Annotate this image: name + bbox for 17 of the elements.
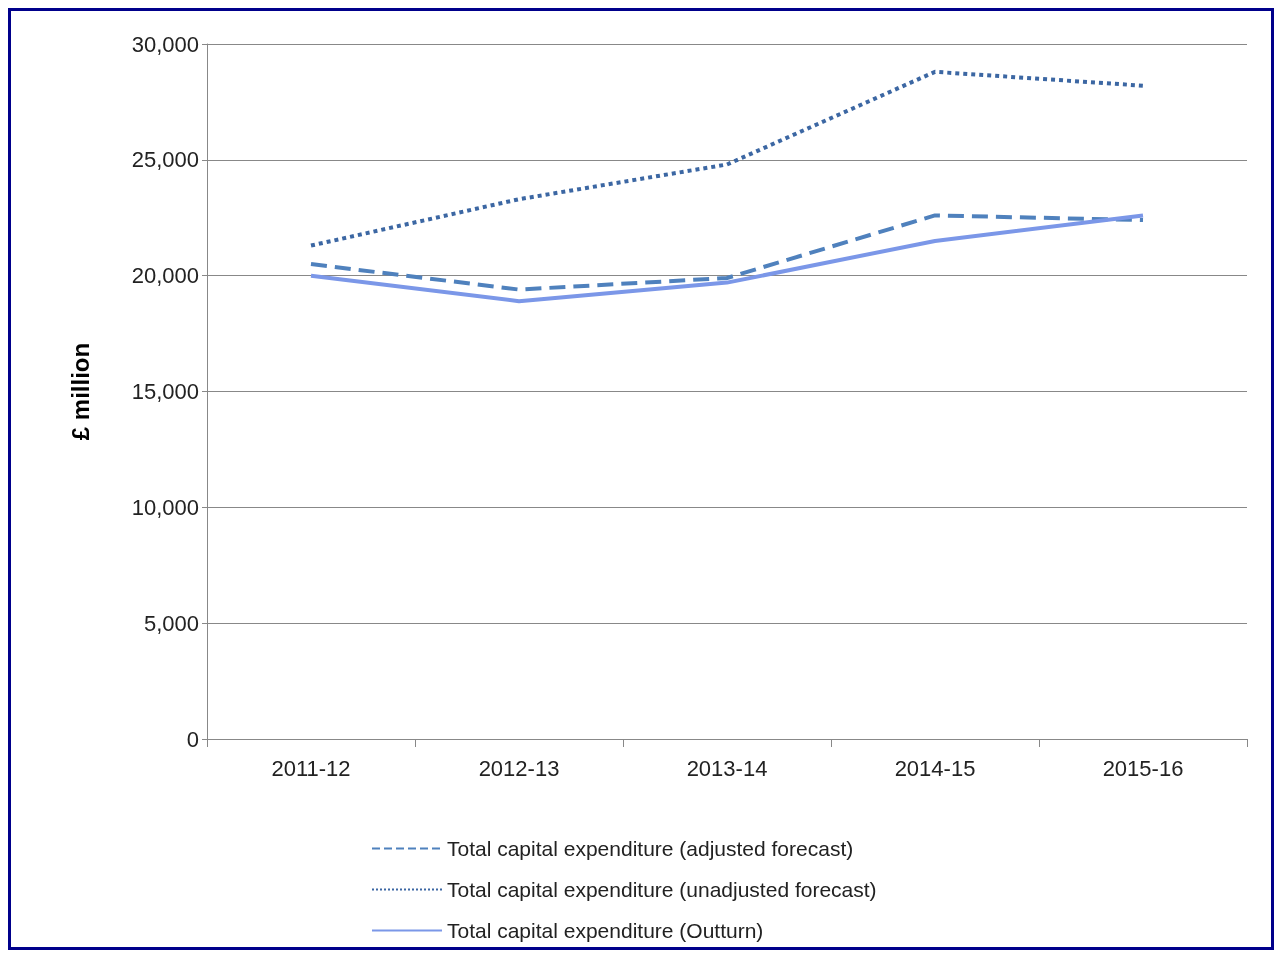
y-tick-label: 10,000 xyxy=(131,494,199,520)
legend-label: Total capital expenditure (unadjusted forecast) xyxy=(447,878,877,901)
y-tick-label: 0 xyxy=(186,726,199,752)
x-tick-label: 2014-15 xyxy=(894,755,976,781)
legend-label: Total capital expenditure (adjusted forecast) xyxy=(447,837,854,860)
x-tick-label: 2011-12 xyxy=(271,755,351,781)
y-axis-title: £ million xyxy=(66,342,94,441)
y-tick-label: 15,000 xyxy=(131,379,199,404)
y-tick-label: 5,000 xyxy=(143,610,199,636)
y-tick-label: 30,000 xyxy=(131,31,199,57)
x-tick-label: 2015-16 xyxy=(1102,755,1184,781)
line-series xyxy=(309,69,1145,248)
x-tick-label: 2013-14 xyxy=(686,755,768,781)
y-tick-label: 25,000 xyxy=(131,147,199,173)
legend-label: Total capital expenditure (Outturn) xyxy=(447,919,764,942)
y-tick-label: 20,000 xyxy=(131,263,199,289)
x-tick-label: 2012-13 xyxy=(478,755,560,781)
